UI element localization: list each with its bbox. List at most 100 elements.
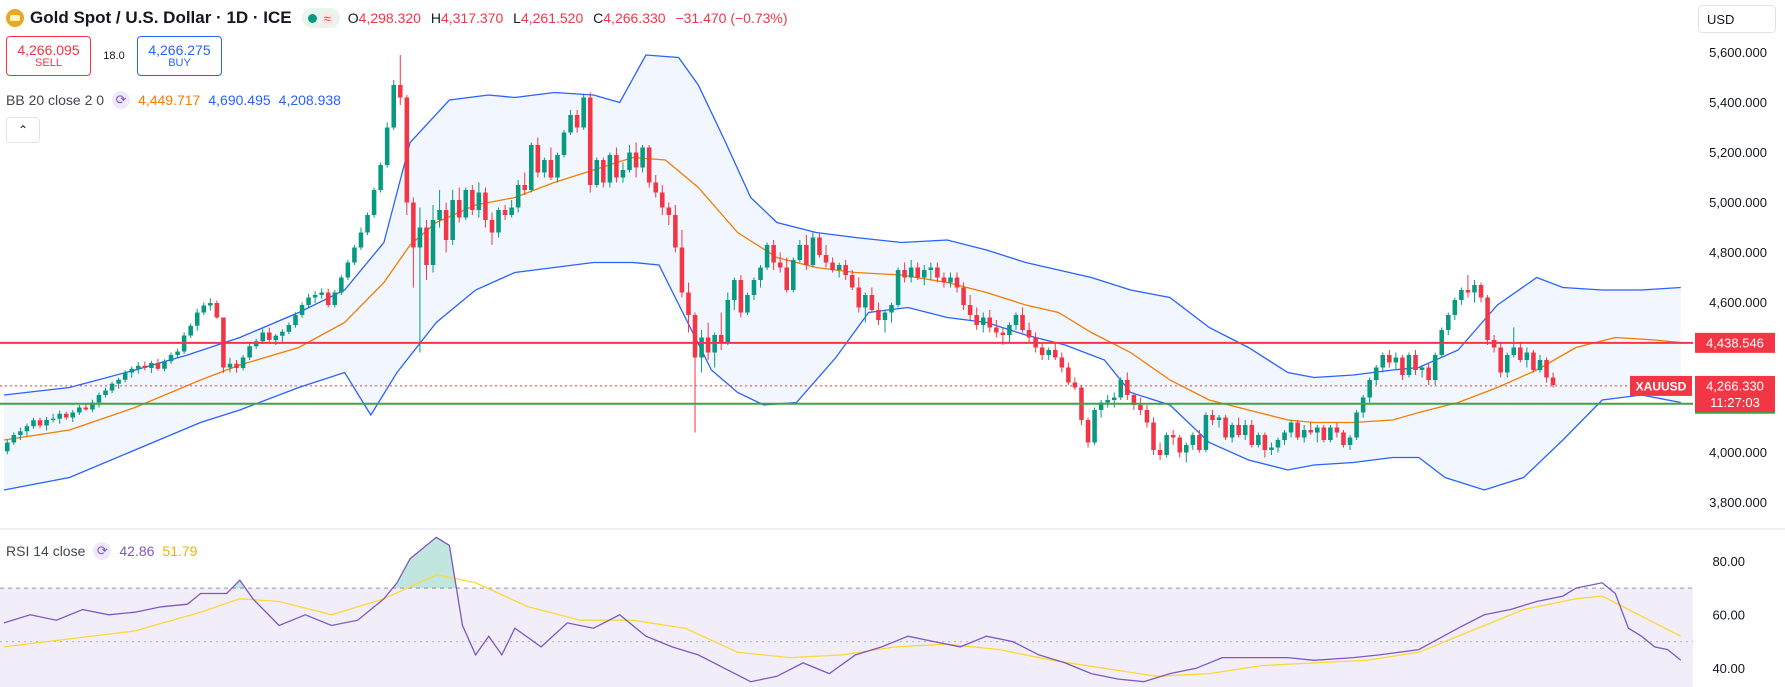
candle-body [751,280,757,295]
chevron-up-icon[interactable]: ⌃ [6,117,40,143]
candle-body [1360,397,1366,413]
candle-body [1354,412,1359,438]
candle-body [175,351,180,355]
candle-body [1059,357,1065,368]
candle-body [208,303,213,306]
price-axis-tick: 4,000.000 [1709,445,1767,460]
candle-body [980,317,986,325]
rsi-legend-name[interactable]: RSI 14 close [6,543,86,559]
candle-body [1321,427,1327,440]
candle-body [417,227,423,248]
rsi-legend[interactable]: RSI 14 close ⟳ 42.86 51.79 [6,542,205,560]
candle-body [1053,350,1058,358]
symbol-title[interactable]: Gold Spot / U.S. Dollar · 1D · ICE [30,8,292,27]
candle-body [352,247,357,263]
candle-body [293,315,298,325]
currency-selector[interactable]: USD [1698,5,1776,33]
price-axis-tick: 3,800.000 [1709,495,1767,510]
candle-body [1151,422,1156,450]
price-axis-tick: 4,600.000 [1709,295,1767,310]
candle-body [18,431,23,435]
rsi-band [0,588,1693,687]
candle-body [954,277,960,288]
candle-body [188,325,193,336]
gold-coin-icon [6,9,24,27]
candle-body [450,200,455,240]
candle-body [732,280,737,300]
candle-body [1098,402,1104,410]
price-axis-tick: 4,800.000 [1709,245,1767,260]
candle-body [1341,432,1346,445]
candle-body [1177,437,1182,453]
trade-panel: 4,266.095 SELL 18.0 4,266.275 BUY [6,36,222,76]
candle-body [116,379,121,384]
candle-body [234,363,239,368]
candle-body [1190,435,1196,445]
candle-body [201,305,207,313]
candle-body [456,200,462,218]
candle-body [273,335,279,340]
bb-legend[interactable]: BB 20 close 2 0 ⟳ 4,449.717 4,690.495 4,… [6,91,349,109]
market-status-icon[interactable]: ≈ [301,8,340,28]
candle-body [398,85,403,98]
buy-label: BUY [168,56,191,69]
bb-lower-line [3,261,1681,491]
candle-body [1020,315,1025,330]
candle-body [1262,435,1268,450]
candle-body [627,152,632,170]
candle-body [1288,422,1294,433]
candle-body [902,270,907,278]
rsi-cycle-icon[interactable]: ⟳ [93,542,112,560]
price-axis-tick: 5,400.000 [1709,95,1767,110]
candle-body [836,265,842,270]
candle-body [869,295,875,310]
candle-body [339,277,344,293]
candle-body [214,303,220,318]
sell-button[interactable]: 4,266.095 SELL [6,36,91,76]
candle-body [424,227,429,265]
candle-body [561,132,567,155]
candle-body [57,413,62,419]
candle-body [856,287,862,308]
candle-body [267,332,272,340]
candle-body [889,305,894,313]
candle-body [1249,425,1255,445]
candle-body [640,147,645,168]
candle-body [594,160,600,185]
candle-body [771,245,776,263]
candle-body [1419,367,1425,370]
candle-body [1504,355,1510,373]
candle-body [1367,380,1372,398]
candle-body [797,245,803,260]
candle-body [1550,377,1556,385]
candle-body [1013,315,1019,325]
candle-body [280,331,285,336]
candle-body [1295,422,1300,438]
candle-body [168,355,174,362]
rsi-ma-line [3,574,1682,677]
buy-button[interactable]: 4,266.275 BUY [137,36,222,76]
symbol-tag: XAUUSD [1636,379,1687,393]
candle-body [96,395,102,403]
candle-body [319,292,324,295]
candle-body [1269,447,1274,450]
bb-legend-name[interactable]: BB 20 close 2 0 [6,92,105,108]
candle-body [437,210,442,220]
candle-body [529,145,534,190]
candle-body [653,182,658,193]
candle-body [830,262,835,270]
candle-body [679,247,685,293]
cycle-icon[interactable]: ⟳ [112,91,131,109]
rsi-value: 42.86 [119,543,155,559]
candle-body [1216,417,1222,420]
candle-body [764,245,770,268]
candle-body [371,190,377,215]
candle-body [987,317,993,328]
candle-body [515,185,521,208]
candle-body [11,435,17,443]
candle-body [1203,415,1209,450]
candle-body [548,160,554,178]
candle-body [1393,357,1399,363]
candle-body [1125,380,1130,395]
